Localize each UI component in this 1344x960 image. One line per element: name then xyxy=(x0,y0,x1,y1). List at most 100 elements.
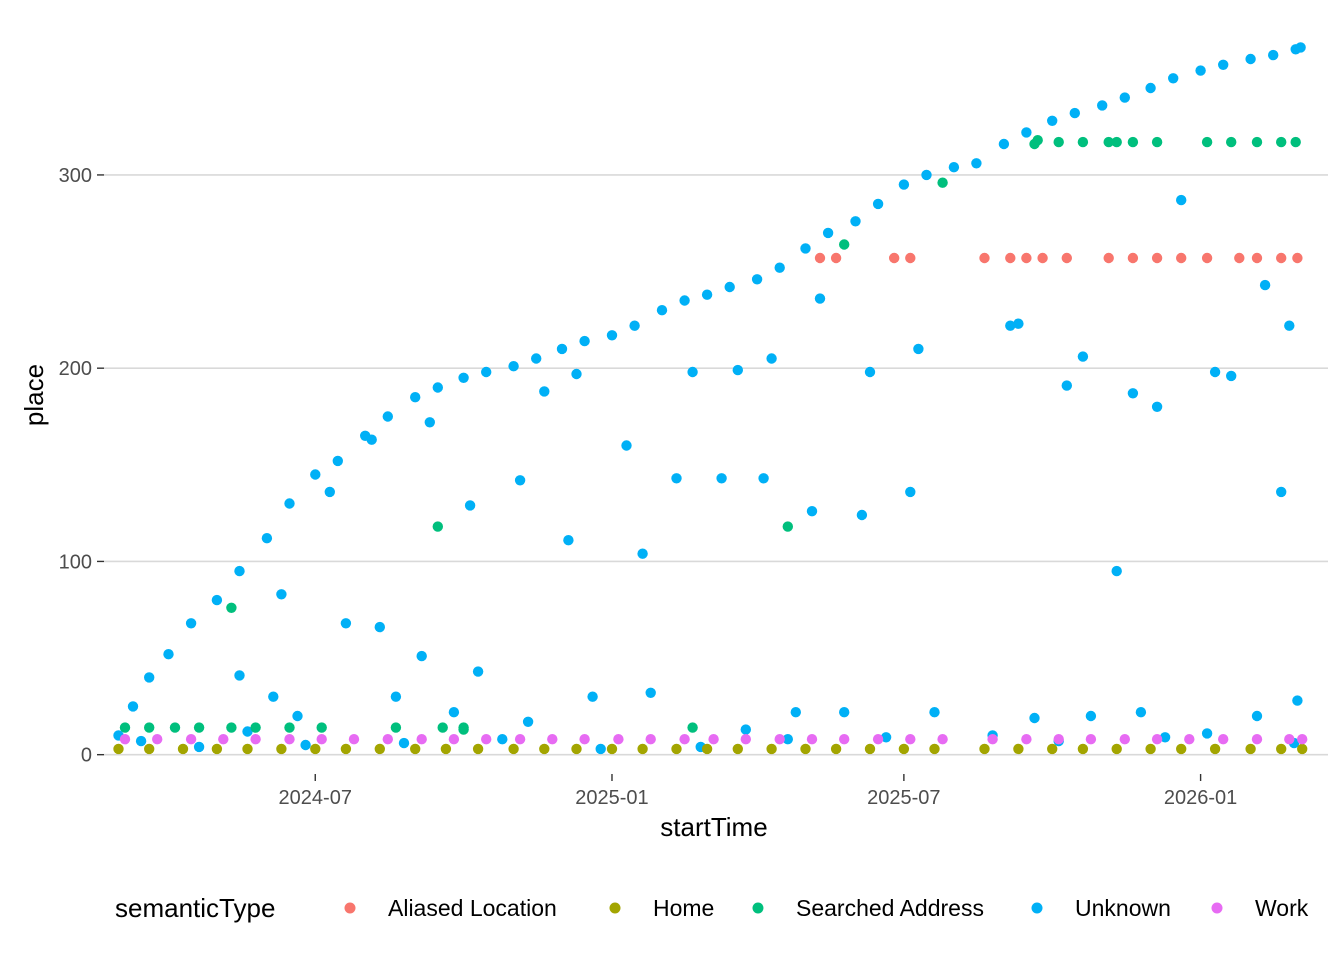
data-point xyxy=(135,735,147,747)
series-searched-address xyxy=(119,135,1301,735)
data-point xyxy=(1135,707,1147,718)
data-point xyxy=(1201,728,1213,739)
legend-label-work: Work xyxy=(1255,895,1309,921)
data-point xyxy=(766,743,777,755)
y-axis-ticks: 0 100 200 300 xyxy=(59,165,104,767)
data-point xyxy=(193,741,205,753)
data-point xyxy=(921,169,932,181)
legend-item-unknown: Unknown xyxy=(1031,895,1171,921)
data-point xyxy=(1053,734,1064,745)
data-point xyxy=(242,743,253,755)
data-point xyxy=(177,743,189,755)
data-point xyxy=(987,734,998,745)
data-point xyxy=(310,743,321,755)
legend-entries: Aliased Location Home Searched Address Unkn… xyxy=(344,895,1309,921)
x-tick-label-2024-07: 2024-07 xyxy=(279,787,352,809)
data-point xyxy=(1127,252,1139,264)
data-point xyxy=(410,392,421,403)
data-point xyxy=(1037,252,1048,264)
data-point xyxy=(571,743,582,755)
data-point xyxy=(1119,734,1131,745)
data-point xyxy=(268,691,279,702)
data-point xyxy=(898,743,910,755)
legend-item-home: Home xyxy=(609,895,714,921)
data-point xyxy=(1097,100,1108,111)
data-point xyxy=(437,722,448,733)
data-point xyxy=(898,179,910,190)
data-point xyxy=(701,289,713,300)
data-point xyxy=(948,162,960,173)
data-point xyxy=(261,533,273,544)
data-point xyxy=(127,701,139,712)
legend-key-home xyxy=(609,902,621,914)
data-point xyxy=(1290,136,1301,148)
data-point xyxy=(790,707,801,718)
data-point xyxy=(889,252,900,264)
data-point xyxy=(508,743,519,755)
data-point xyxy=(716,473,727,484)
data-point xyxy=(905,734,916,745)
data-point xyxy=(1013,318,1024,329)
data-point xyxy=(1047,743,1058,755)
data-point xyxy=(1251,252,1263,264)
data-point xyxy=(830,743,842,755)
data-point xyxy=(1284,320,1295,331)
data-point xyxy=(226,602,237,613)
data-point xyxy=(872,198,884,210)
data-point xyxy=(645,734,656,745)
data-point xyxy=(656,305,668,316)
data-point xyxy=(390,691,402,702)
data-point xyxy=(830,252,842,264)
data-point xyxy=(751,274,763,285)
data-point xyxy=(1029,712,1040,724)
data-point xyxy=(152,734,163,745)
data-points xyxy=(113,42,1308,755)
data-point xyxy=(1021,127,1032,138)
data-point xyxy=(814,293,826,304)
data-point xyxy=(579,734,590,745)
data-point xyxy=(774,262,785,273)
data-point xyxy=(284,498,295,509)
data-point xyxy=(1159,732,1171,743)
data-point xyxy=(800,743,811,755)
data-point xyxy=(284,734,295,745)
data-point xyxy=(1021,252,1032,264)
data-point xyxy=(416,650,427,662)
y-tick-label-100: 100 xyxy=(59,551,92,573)
data-point xyxy=(234,565,245,577)
data-point xyxy=(539,386,550,397)
data-point xyxy=(1292,695,1303,706)
data-point xyxy=(864,743,876,755)
data-point xyxy=(1103,136,1114,148)
data-point xyxy=(679,734,690,745)
data-point xyxy=(629,320,640,331)
legend-key-unknown xyxy=(1031,902,1043,914)
data-point xyxy=(613,734,624,745)
data-point xyxy=(998,138,1010,150)
data-point xyxy=(531,353,542,364)
data-point xyxy=(1111,743,1122,755)
data-point xyxy=(1276,136,1287,148)
data-point xyxy=(276,589,287,600)
data-point xyxy=(1201,136,1213,148)
data-point xyxy=(448,734,460,745)
data-point xyxy=(1085,710,1097,722)
data-point xyxy=(316,722,327,733)
data-point xyxy=(606,743,618,755)
data-point xyxy=(390,722,402,733)
data-point xyxy=(1268,49,1279,61)
data-point xyxy=(1245,743,1256,755)
data-point xyxy=(621,440,632,451)
data-point xyxy=(556,343,568,355)
data-point xyxy=(579,335,590,347)
data-point xyxy=(310,469,321,480)
data-point xyxy=(211,743,223,755)
data-point xyxy=(766,353,777,364)
data-point xyxy=(774,734,785,745)
data-point xyxy=(1226,136,1237,148)
data-point xyxy=(1195,65,1206,76)
data-point xyxy=(340,743,352,755)
data-point xyxy=(782,734,793,745)
legend-key-aliased-location xyxy=(344,902,356,914)
data-point xyxy=(822,227,834,239)
